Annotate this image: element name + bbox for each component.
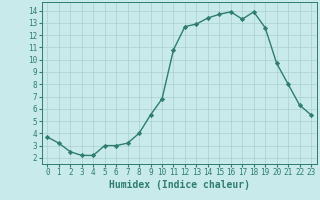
X-axis label: Humidex (Indice chaleur): Humidex (Indice chaleur) [109, 180, 250, 190]
